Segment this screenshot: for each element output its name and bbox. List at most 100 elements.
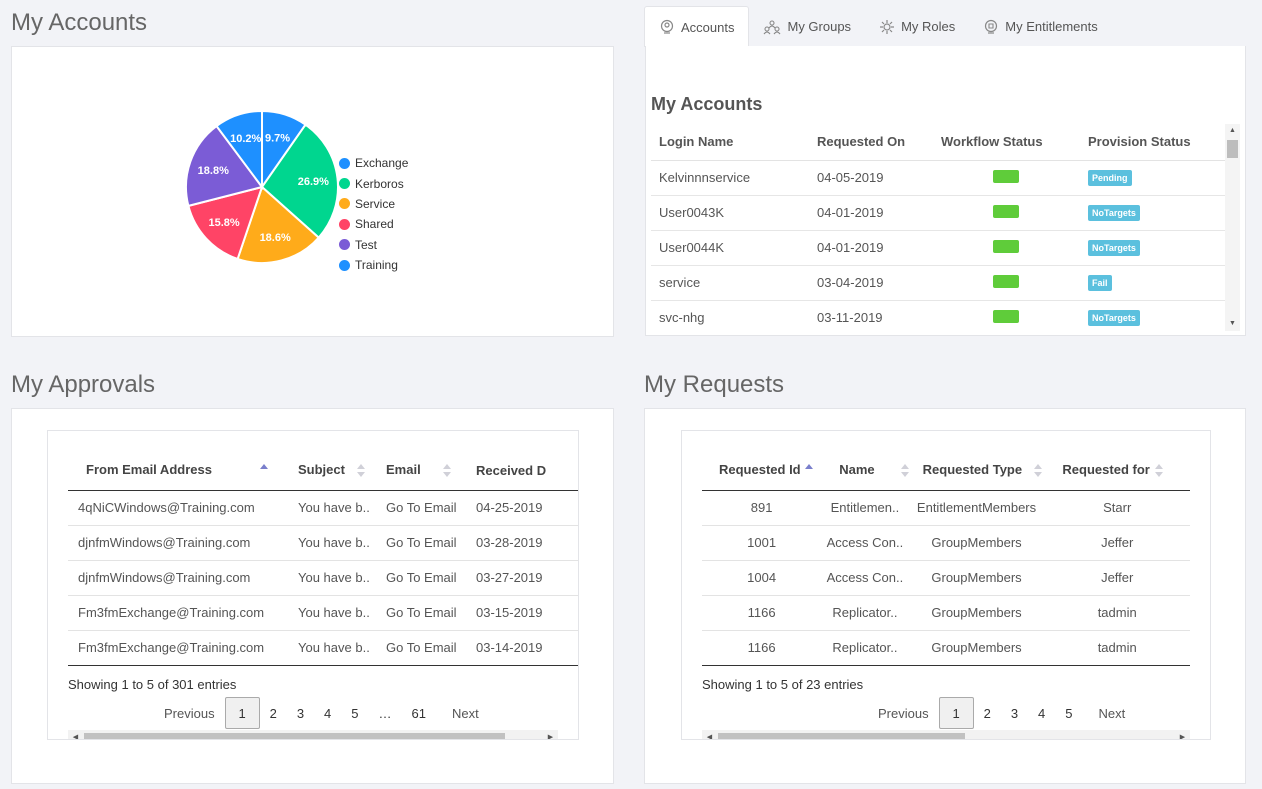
- pie-slice-service[interactable]: [236, 185, 321, 264]
- header-label: From Email Address: [86, 462, 212, 478]
- pie-slice-kerboros[interactable]: [260, 123, 339, 240]
- pie-slice-shared[interactable]: [187, 185, 264, 261]
- legend-item-test[interactable]: Test: [339, 235, 408, 255]
- workflow-status-cell: [933, 265, 1080, 301]
- roles-icon: [880, 19, 895, 34]
- pie-slice-test[interactable]: [185, 124, 264, 208]
- legend-item-service[interactable]: Service: [339, 194, 408, 214]
- scroll-up-arrow-icon[interactable]: ▲: [1229, 127, 1236, 134]
- scroll-left-arrow-icon[interactable]: ◀: [72, 734, 79, 740]
- legend-item-kerboros[interactable]: Kerboros: [339, 173, 408, 193]
- pagination-next-button[interactable]: Next: [1098, 705, 1126, 721]
- table-row[interactable]: 1001 Access Con.. GroupMembers Jeffer: [702, 525, 1190, 561]
- pagination-previous-button[interactable]: Previous: [878, 705, 929, 721]
- tab-my-groups[interactable]: My Groups: [749, 6, 865, 47]
- pagination-page-61[interactable]: 61: [411, 705, 426, 721]
- table-row[interactable]: svc-nhg 03-11-2019 NoTargets: [651, 300, 1225, 333]
- pagination-page-2[interactable]: 2: [983, 705, 991, 721]
- col-login-name[interactable]: Login Name: [651, 124, 809, 161]
- sort-icon[interactable]: [1034, 464, 1043, 478]
- table-row[interactable]: 1166 Replicator.. GroupMembers tadmin: [702, 595, 1190, 631]
- col-requested-on[interactable]: Requested On: [809, 124, 933, 161]
- tab-my-roles[interactable]: My Roles: [865, 6, 969, 47]
- legend-item-shared[interactable]: Shared: [339, 214, 408, 234]
- col-from-email[interactable]: From Email Address: [68, 431, 280, 491]
- pagination-page-5[interactable]: 5: [1065, 705, 1073, 721]
- legend-item-training[interactable]: Training: [339, 255, 408, 275]
- go-to-email-link[interactable]: Go To Email: [374, 490, 467, 526]
- table-row[interactable]: 4qNiCWindows@Training.com You have b.. Go …: [68, 490, 578, 526]
- scroll-down-arrow-icon[interactable]: ▼: [1229, 320, 1236, 327]
- pagination-page-5[interactable]: 5: [351, 705, 359, 721]
- requests-entries-info: Showing 1 to 5 of 23 entries: [702, 677, 864, 692]
- scrollbar-thumb[interactable]: [1227, 140, 1238, 158]
- table-row[interactable]: 1166 Replicator.. GroupMembers tadmin: [702, 630, 1190, 666]
- tab-my-entitlements[interactable]: My Entitlements: [969, 6, 1111, 47]
- table-row[interactable]: User0043K 04-01-2019 NoTargets: [651, 195, 1225, 231]
- requested-for-cell: Jeffer: [1044, 560, 1190, 596]
- name-cell: Replicator..: [821, 630, 909, 666]
- legend-color-dot: [339, 218, 350, 230]
- pagination-page-1[interactable]: 1: [938, 697, 974, 729]
- pagination-page-2[interactable]: 2: [269, 705, 277, 721]
- pagination-page-4[interactable]: 4: [1038, 705, 1046, 721]
- scrollbar-thumb[interactable]: [84, 733, 505, 739]
- legend-color-dot: [339, 178, 350, 190]
- scroll-right-arrow-icon[interactable]: ▶: [1179, 734, 1186, 740]
- col-name[interactable]: Name: [821, 431, 909, 491]
- go-to-email-link[interactable]: Go To Email: [374, 525, 467, 561]
- table-row[interactable]: 891 Entitlemen.. EntitlementMembers Starr: [702, 490, 1190, 526]
- subject-cell: You have b..: [280, 595, 374, 631]
- pagination-page-3[interactable]: 3: [296, 705, 305, 721]
- legend-color-dot: [339, 259, 350, 271]
- from-email-cell: djnfmWindows@Training.com: [68, 525, 280, 561]
- my-accounts-section-title: My Accounts: [11, 9, 148, 36]
- col-requested-for[interactable]: Requested for: [1044, 431, 1190, 491]
- subject-cell: You have b..: [280, 490, 374, 526]
- col-received-date[interactable]: Received D: [467, 431, 578, 491]
- col-requested-id[interactable]: Requested Id: [702, 431, 822, 491]
- provision-status-badge: Fail: [1088, 275, 1112, 291]
- col-subject[interactable]: Subject: [280, 431, 374, 491]
- pagination-page-3[interactable]: 3: [1010, 705, 1019, 721]
- go-to-email-link[interactable]: Go To Email: [374, 630, 467, 666]
- pagination-page-4[interactable]: 4: [324, 705, 332, 721]
- table-row[interactable]: djnfmWindows@Training.com You have b.. Go …: [68, 525, 578, 561]
- sort-icon[interactable]: [442, 464, 451, 478]
- name-cell: Access Con..: [821, 525, 909, 561]
- approvals-horizontal-scrollbar[interactable]: ◀ ▶: [68, 730, 558, 740]
- sort-icon[interactable]: [900, 464, 909, 478]
- tab-accounts[interactable]: Accounts: [644, 6, 750, 47]
- col-provision-status[interactable]: Provision Status: [1080, 124, 1225, 161]
- pagination-next-button[interactable]: Next: [451, 705, 479, 721]
- table-row[interactable]: djnfmWindows@Training.com You have b.. Go …: [68, 560, 578, 596]
- legend-item-exchange[interactable]: Exchange: [339, 153, 408, 173]
- accounts-vertical-scrollbar[interactable]: ▲ ▼: [1225, 124, 1240, 331]
- pagination-page-1[interactable]: 1: [224, 697, 260, 729]
- col-requested-type[interactable]: Requested Type: [908, 431, 1045, 491]
- table-row[interactable]: 1004 Access Con.. GroupMembers Jeffer: [702, 560, 1190, 596]
- pagination-previous-button[interactable]: Previous: [164, 705, 215, 721]
- go-to-email-link[interactable]: Go To Email: [374, 560, 467, 596]
- table-row[interactable]: Fm3fmExchange@Training.com You have b.. Go…: [68, 595, 578, 631]
- table-row[interactable]: service 03-04-2019 Fail: [651, 265, 1225, 301]
- col-email[interactable]: Email: [374, 431, 467, 491]
- requests-table: Requested Id Name Requested Type Request…: [702, 431, 1190, 666]
- scrollbar-thumb[interactable]: [718, 733, 965, 739]
- provision-status-badge: NoTargets: [1088, 310, 1140, 326]
- sort-asc-icon[interactable]: [804, 464, 813, 478]
- sort-asc-icon[interactable]: [259, 464, 268, 478]
- scroll-left-arrow-icon[interactable]: ◀: [706, 734, 713, 740]
- col-workflow-status[interactable]: Workflow Status: [933, 124, 1080, 161]
- table-row[interactable]: User0044K 04-01-2019 NoTargets: [651, 230, 1225, 266]
- approvals-entries-info: Showing 1 to 5 of 301 entries: [68, 677, 237, 692]
- accounts-table-scroll-area[interactable]: Login Name Requested On Workflow Status …: [651, 124, 1225, 333]
- requests-horizontal-scrollbar[interactable]: ◀ ▶: [702, 730, 1190, 740]
- table-row[interactable]: Kelvinnnservice 04-05-2019 Pending: [651, 160, 1225, 196]
- scroll-right-arrow-icon[interactable]: ▶: [547, 734, 554, 740]
- pie-slice-training[interactable]: [215, 109, 263, 191]
- table-row[interactable]: Fm3fmExchange@Training.com You have b.. Go…: [68, 630, 578, 666]
- sort-icon[interactable]: [1154, 464, 1163, 478]
- sort-icon[interactable]: [356, 464, 365, 478]
- go-to-email-link[interactable]: Go To Email: [374, 595, 467, 631]
